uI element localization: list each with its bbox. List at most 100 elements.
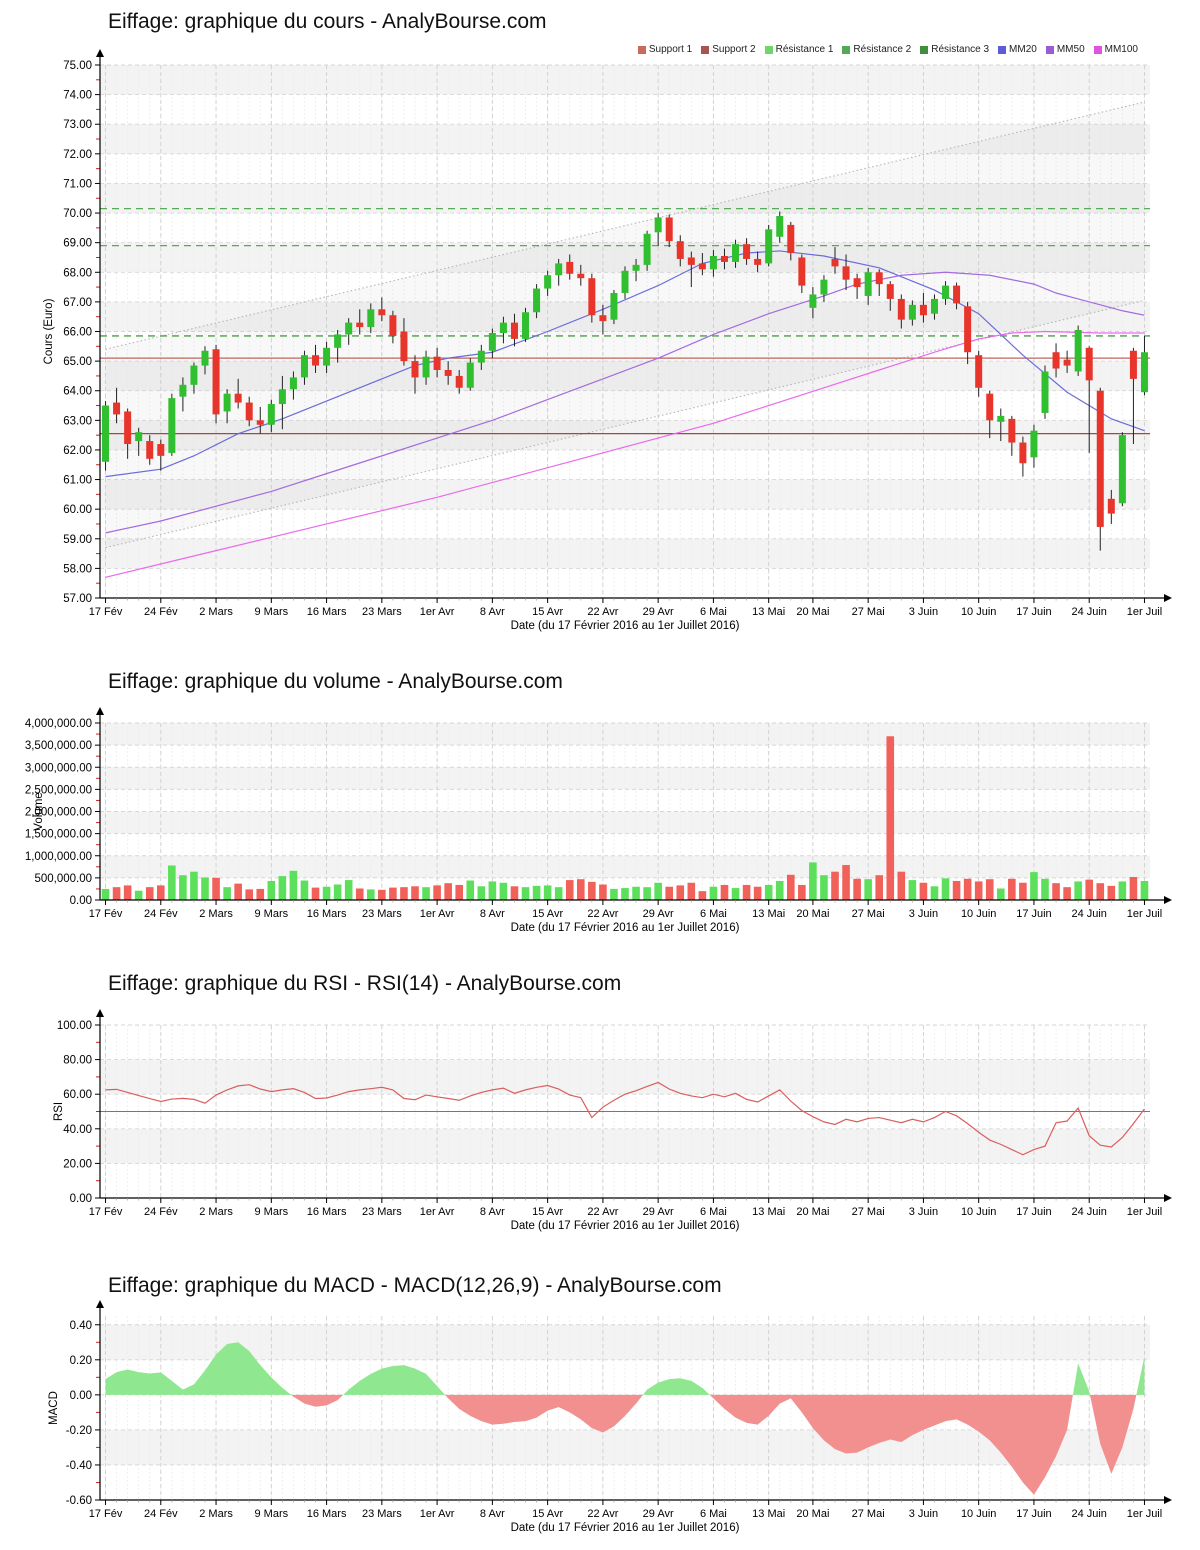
svg-text:24 Juin: 24 Juin xyxy=(1071,606,1106,618)
cours-chart-legend: Support 1 Support 2 Résistance 1 Résistance… xyxy=(637,44,1138,55)
svg-text:500,000.00: 500,000.00 xyxy=(34,873,92,885)
legend-label: Support 1 xyxy=(648,44,693,55)
svg-text:23 Mars: 23 Mars xyxy=(362,908,402,920)
svg-text:24 Fév: 24 Fév xyxy=(144,908,178,920)
legend-swatch xyxy=(701,45,710,54)
svg-text:-0.20: -0.20 xyxy=(66,1425,92,1437)
svg-text:1er Juil: 1er Juil xyxy=(1127,1206,1162,1218)
svg-text:15 Avr: 15 Avr xyxy=(532,908,563,920)
legend-item-mm20: MM20 xyxy=(998,44,1037,55)
svg-text:6 Mai: 6 Mai xyxy=(700,1508,727,1520)
svg-text:9 Mars: 9 Mars xyxy=(255,1206,289,1218)
svg-text:22 Avr: 22 Avr xyxy=(587,1508,618,1520)
svg-text:66.00: 66.00 xyxy=(63,327,92,339)
svg-text:2,500,000.00: 2,500,000.00 xyxy=(25,784,92,796)
svg-text:6 Mai: 6 Mai xyxy=(700,1206,727,1218)
svg-text:24 Fév: 24 Fév xyxy=(144,1206,178,1218)
macd-chart-title: Eiffage: graphique du MACD - MACD(12,26,… xyxy=(108,1274,722,1297)
svg-text:62.00: 62.00 xyxy=(63,445,92,457)
svg-text:13 Mai: 13 Mai xyxy=(752,606,785,618)
svg-text:9 Mars: 9 Mars xyxy=(255,908,289,920)
svg-text:67.00: 67.00 xyxy=(63,297,92,309)
svg-text:16 Mars: 16 Mars xyxy=(307,1206,347,1218)
legend-item-mm100: MM100 xyxy=(1093,44,1138,55)
legend-label: Résistance 2 xyxy=(853,44,912,55)
legend-item-résistance-2: Résistance 2 xyxy=(842,44,911,55)
svg-text:1er Avr: 1er Avr xyxy=(420,1508,455,1520)
svg-text:3 Juin: 3 Juin xyxy=(909,606,938,618)
svg-text:8 Avr: 8 Avr xyxy=(480,1508,505,1520)
svg-text:17 Fév: 17 Fév xyxy=(89,606,123,618)
svg-text:59.00: 59.00 xyxy=(63,534,92,546)
legend-item-mm50: MM50 xyxy=(1045,44,1085,55)
svg-text:16 Mars: 16 Mars xyxy=(307,1508,347,1520)
svg-text:72.00: 72.00 xyxy=(63,149,92,161)
svg-text:0.20: 0.20 xyxy=(70,1355,92,1367)
svg-text:68.00: 68.00 xyxy=(63,267,92,279)
svg-text:20.00: 20.00 xyxy=(63,1158,92,1170)
svg-text:4,000,000.00: 4,000,000.00 xyxy=(25,718,92,730)
svg-text:74.00: 74.00 xyxy=(63,90,92,102)
legend-item-support-1: Support 1 xyxy=(637,44,693,55)
svg-text:60.00: 60.00 xyxy=(63,1089,92,1101)
svg-text:75.00: 75.00 xyxy=(63,60,92,72)
svg-text:10 Juin: 10 Juin xyxy=(961,1206,996,1218)
svg-text:58.00: 58.00 xyxy=(63,563,92,575)
svg-text:29 Avr: 29 Avr xyxy=(643,1508,674,1520)
svg-text:0.00: 0.00 xyxy=(70,1390,92,1402)
svg-text:16 Mars: 16 Mars xyxy=(307,908,347,920)
legend-item-résistance-1: Résistance 1 xyxy=(764,44,834,55)
svg-text:17 Juin: 17 Juin xyxy=(1016,606,1051,618)
svg-text:3,000,000.00: 3,000,000.00 xyxy=(25,762,92,774)
legend-swatch xyxy=(637,45,646,54)
svg-text:27 Mai: 27 Mai xyxy=(852,908,885,920)
svg-text:3,500,000.00: 3,500,000.00 xyxy=(25,740,92,752)
rsi-chart-title: Eiffage: graphique du RSI - RSI(14) - An… xyxy=(108,972,622,995)
svg-text:Date (du 17 Février 2016 au 1e: Date (du 17 Février 2016 au 1er Juillet … xyxy=(511,620,740,632)
svg-text:100.00: 100.00 xyxy=(57,1020,92,1032)
svg-text:15 Avr: 15 Avr xyxy=(532,1508,563,1520)
svg-text:17 Fév: 17 Fév xyxy=(89,908,123,920)
svg-text:3 Juin: 3 Juin xyxy=(909,1508,938,1520)
svg-text:0.00: 0.00 xyxy=(70,895,92,907)
svg-text:15 Avr: 15 Avr xyxy=(532,606,563,618)
legend-label: Résistance 1 xyxy=(775,44,834,55)
svg-text:RSI: RSI xyxy=(53,1102,65,1121)
svg-text:2 Mars: 2 Mars xyxy=(199,908,233,920)
svg-text:20 Mai: 20 Mai xyxy=(796,1508,829,1520)
svg-text:Volume: Volume xyxy=(33,792,45,830)
svg-text:24 Fév: 24 Fév xyxy=(144,606,178,618)
legend-swatch xyxy=(998,45,1007,54)
svg-text:65.00: 65.00 xyxy=(63,356,92,368)
svg-text:1,500,000.00: 1,500,000.00 xyxy=(25,829,92,841)
svg-text:23 Mars: 23 Mars xyxy=(362,1508,402,1520)
svg-text:0.00: 0.00 xyxy=(70,1193,92,1205)
svg-text:Date (du 17 Février 2016 au 1e: Date (du 17 Février 2016 au 1er Juillet … xyxy=(511,1220,740,1232)
legend-label: Résistance 3 xyxy=(931,44,990,55)
svg-text:6 Mai: 6 Mai xyxy=(700,606,727,618)
svg-text:3 Juin: 3 Juin xyxy=(909,908,938,920)
svg-text:29 Avr: 29 Avr xyxy=(643,908,674,920)
svg-text:17 Fév: 17 Fév xyxy=(89,1206,123,1218)
svg-text:23 Mars: 23 Mars xyxy=(362,1206,402,1218)
svg-text:17 Juin: 17 Juin xyxy=(1016,908,1051,920)
svg-text:64.00: 64.00 xyxy=(63,386,92,398)
legend-swatch xyxy=(1093,45,1102,54)
svg-text:1er Avr: 1er Avr xyxy=(420,908,455,920)
svg-text:10 Juin: 10 Juin xyxy=(961,606,996,618)
svg-text:29 Avr: 29 Avr xyxy=(643,1206,674,1218)
svg-text:24 Fév: 24 Fév xyxy=(144,1508,178,1520)
svg-text:1er Juil: 1er Juil xyxy=(1127,1508,1162,1520)
svg-text:13 Mai: 13 Mai xyxy=(752,908,785,920)
svg-text:1er Juil: 1er Juil xyxy=(1127,908,1162,920)
svg-text:Cours (Euro): Cours (Euro) xyxy=(43,298,55,364)
legend-label: Support 2 xyxy=(712,44,756,55)
svg-text:63.00: 63.00 xyxy=(63,415,92,427)
svg-text:13 Mai: 13 Mai xyxy=(752,1206,785,1218)
svg-text:17 Juin: 17 Juin xyxy=(1016,1508,1051,1520)
legend-swatch xyxy=(842,45,851,54)
legend-swatch xyxy=(764,45,773,54)
svg-text:22 Avr: 22 Avr xyxy=(587,908,618,920)
legend-swatch xyxy=(920,45,929,54)
